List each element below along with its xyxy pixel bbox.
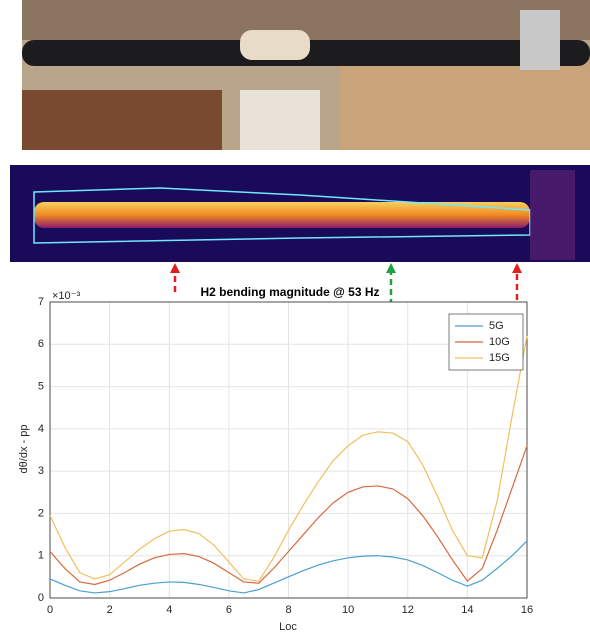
legend-label: 10G <box>489 336 510 348</box>
chart-title: H2 bending magnitude @ 53 Hz <box>200 285 379 299</box>
legend-label: 5G <box>489 320 504 332</box>
page: H2 bending magnitude @ 53 Hz ×10⁻³ Loc d… <box>0 0 590 634</box>
y-multiplier: ×10⁻³ <box>52 290 80 302</box>
legend-label: 15G <box>489 352 510 364</box>
x-tick-label: 8 <box>285 604 291 616</box>
photo <box>22 0 590 150</box>
y-axis-label: dθ/dx - pp <box>18 425 30 474</box>
x-tick-label: 4 <box>166 604 172 616</box>
y-tick-label: 4 <box>38 423 44 435</box>
y-tick-label: 5 <box>38 380 44 392</box>
x-tick-label: 14 <box>461 604 473 616</box>
y-tick-label: 1 <box>38 550 44 562</box>
x-tick-label: 12 <box>402 604 414 616</box>
x-tick-label: 10 <box>342 604 354 616</box>
y-tick-label: 0 <box>38 592 44 604</box>
y-tick-label: 7 <box>38 296 44 308</box>
x-tick-label: 2 <box>107 604 113 616</box>
x-tick-label: 16 <box>521 604 533 616</box>
y-tick-label: 3 <box>38 465 44 477</box>
y-tick-label: 2 <box>38 507 44 519</box>
y-tick-label: 6 <box>38 338 44 350</box>
x-tick-label: 0 <box>47 604 53 616</box>
x-axis-label: Loc <box>279 621 297 633</box>
thermal-image <box>10 165 590 262</box>
x-tick-label: 6 <box>226 604 232 616</box>
